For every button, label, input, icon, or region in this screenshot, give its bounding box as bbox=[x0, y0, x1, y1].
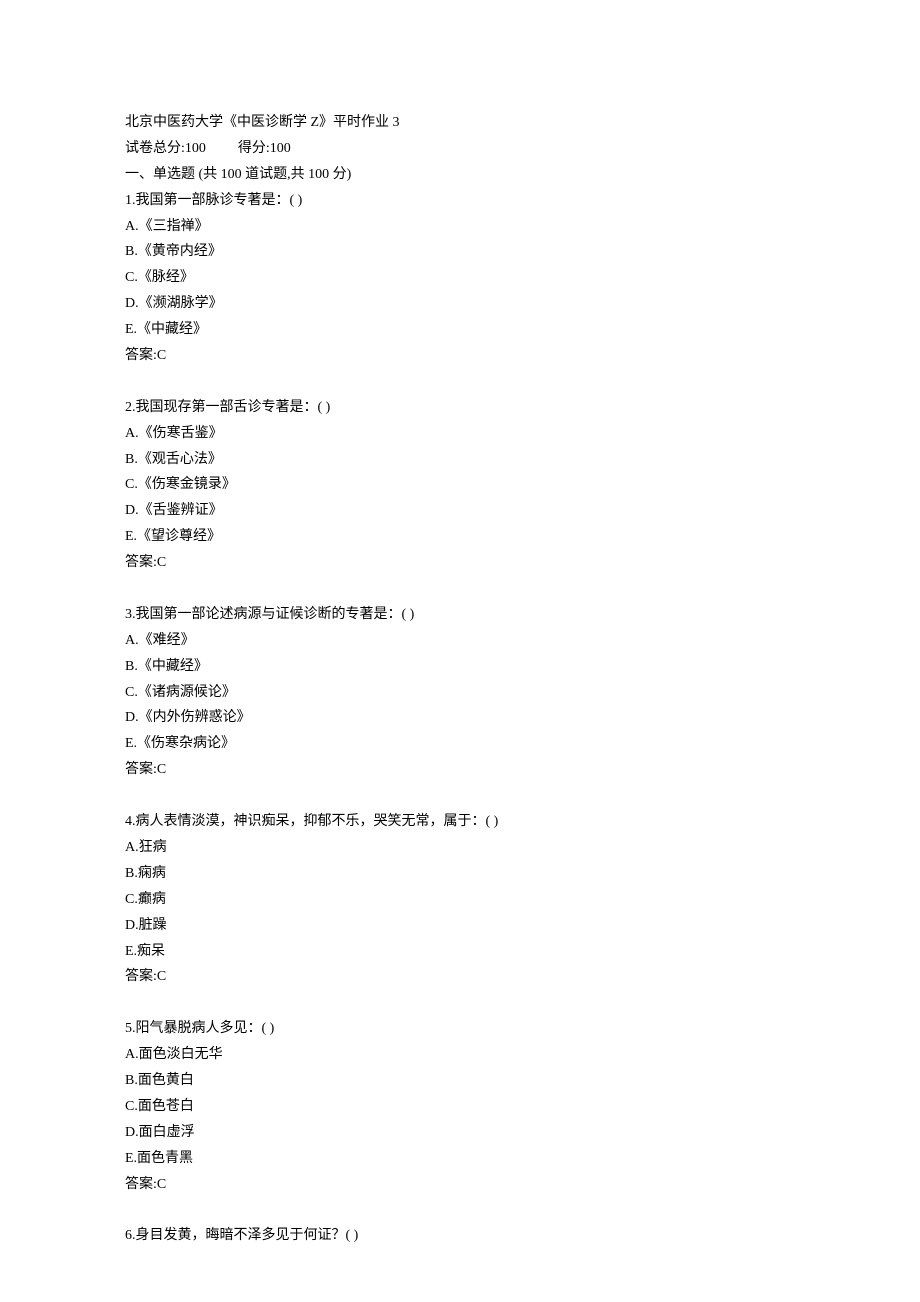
answer: 答案:C bbox=[125, 964, 795, 990]
option-c: C.《诸病源候论》 bbox=[125, 680, 795, 706]
answer: 答案:C bbox=[125, 343, 795, 369]
question-stem: 4.病人表情淡漠，神识痴呆，抑郁不乐，哭笑无常，属于：( ) bbox=[125, 809, 795, 835]
question-4: 4.病人表情淡漠，神识痴呆，抑郁不乐，哭笑无常，属于：( ) A.狂病 B.痫病… bbox=[125, 809, 795, 990]
blank-line bbox=[125, 1197, 795, 1223]
question-stem: 5.阳气暴脱病人多见：( ) bbox=[125, 1016, 795, 1042]
blank-line bbox=[125, 990, 795, 1016]
answer: 答案:C bbox=[125, 550, 795, 576]
option-d: D.《内外伤辨惑论》 bbox=[125, 705, 795, 731]
blank-line bbox=[125, 576, 795, 602]
option-a: A.《三指禅》 bbox=[125, 214, 795, 240]
blank-line bbox=[125, 783, 795, 809]
option-d: D.面白虚浮 bbox=[125, 1120, 795, 1146]
option-a: A.面色淡白无华 bbox=[125, 1042, 795, 1068]
question-1: 1.我国第一部脉诊专著是：( ) A.《三指禅》 B.《黄帝内经》 C.《脉经》… bbox=[125, 188, 795, 369]
option-c: C.癫病 bbox=[125, 887, 795, 913]
option-b: B.痫病 bbox=[125, 861, 795, 887]
option-d: D.《舌鉴辨证》 bbox=[125, 498, 795, 524]
option-c: C.《脉经》 bbox=[125, 265, 795, 291]
option-a: A.《伤寒舌鉴》 bbox=[125, 421, 795, 447]
question-3: 3.我国第一部论述病源与证候诊断的专著是：( ) A.《难经》 B.《中藏经》 … bbox=[125, 602, 795, 783]
option-e: E.痴呆 bbox=[125, 939, 795, 965]
option-e: E.《中藏经》 bbox=[125, 317, 795, 343]
question-stem: 6.身目发黄，晦暗不泽多见于何证？( ) bbox=[125, 1223, 795, 1249]
score-meta-line: 试卷总分:100得分:100 bbox=[125, 136, 795, 162]
option-b: B.《观舌心法》 bbox=[125, 447, 795, 473]
question-stem: 1.我国第一部脉诊专著是：( ) bbox=[125, 188, 795, 214]
option-d: D.脏躁 bbox=[125, 913, 795, 939]
option-e: E.《望诊尊经》 bbox=[125, 524, 795, 550]
question-stem: 2.我国现存第一部舌诊专著是：( ) bbox=[125, 395, 795, 421]
document-title: 北京中医药大学《中医诊断学 Z》平时作业 3 bbox=[125, 110, 795, 136]
option-c: C.面色苍白 bbox=[125, 1094, 795, 1120]
total-score-label: 试卷总分: bbox=[125, 141, 185, 156]
option-a: A.狂病 bbox=[125, 835, 795, 861]
option-d: D.《濒湖脉学》 bbox=[125, 291, 795, 317]
question-5: 5.阳气暴脱病人多见：( ) A.面色淡白无华 B.面色黄白 C.面色苍白 D.… bbox=[125, 1016, 795, 1197]
question-2: 2.我国现存第一部舌诊专著是：( ) A.《伤寒舌鉴》 B.《观舌心法》 C.《… bbox=[125, 395, 795, 576]
question-6: 6.身目发黄，晦暗不泽多见于何证？( ) bbox=[125, 1223, 795, 1249]
option-a: A.《难经》 bbox=[125, 628, 795, 654]
option-b: B.面色黄白 bbox=[125, 1068, 795, 1094]
option-e: E.《伤寒杂病论》 bbox=[125, 731, 795, 757]
option-b: B.《中藏经》 bbox=[125, 654, 795, 680]
total-score-value: 100 bbox=[185, 141, 206, 156]
obtained-score-label: 得分: bbox=[238, 141, 270, 156]
question-stem: 3.我国第一部论述病源与证候诊断的专著是：( ) bbox=[125, 602, 795, 628]
answer: 答案:C bbox=[125, 1172, 795, 1198]
option-e: E.面色青黑 bbox=[125, 1146, 795, 1172]
section-heading: 一、单选题 (共 100 道试题,共 100 分) bbox=[125, 162, 795, 188]
obtained-score-value: 100 bbox=[270, 141, 291, 156]
option-c: C.《伤寒金镜录》 bbox=[125, 472, 795, 498]
answer: 答案:C bbox=[125, 757, 795, 783]
blank-line bbox=[125, 369, 795, 395]
option-b: B.《黄帝内经》 bbox=[125, 239, 795, 265]
